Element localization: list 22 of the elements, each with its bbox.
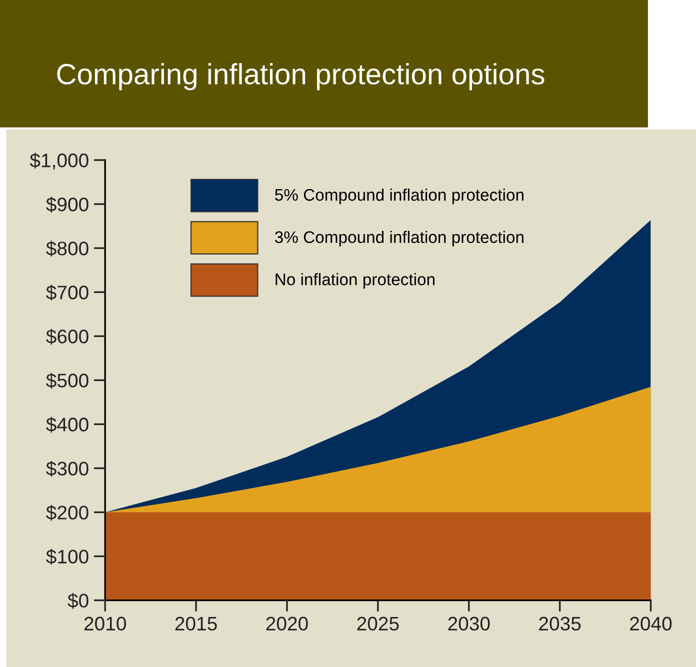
- x-tick-label: 2035: [539, 616, 581, 631]
- y-tick-label: $1,000: [30, 152, 88, 170]
- x-tick-label: 2040: [630, 616, 672, 631]
- legend-label: No inflation protection: [276, 273, 434, 289]
- y-tick-label: $700: [46, 284, 88, 301]
- y-tick-label: $800: [46, 240, 88, 257]
- legend-label: 3% Compound inflation protection: [275, 230, 524, 246]
- x-tick-label: 2010: [84, 616, 126, 631]
- chart-title: Comparing inflation protection options: [57, 63, 544, 90]
- y-tick-label: $300: [46, 460, 88, 477]
- y-tick-label: $600: [46, 328, 88, 345]
- x-tick-label: 2025: [357, 616, 399, 631]
- x-tick-label: 2015: [175, 616, 217, 631]
- x-tick-label: 2020: [266, 616, 308, 631]
- y-tick-label: $0: [68, 592, 88, 609]
- y-tick-label: $500: [46, 372, 88, 389]
- y-tick-label: $100: [46, 548, 88, 565]
- legend-label: 5% Compound inflation protection: [275, 188, 524, 204]
- x-tick-label: 2030: [448, 616, 490, 631]
- y-tick-label: $200: [46, 504, 88, 521]
- y-tick-label: $400: [46, 416, 88, 433]
- y-tick-label: $900: [46, 196, 88, 212]
